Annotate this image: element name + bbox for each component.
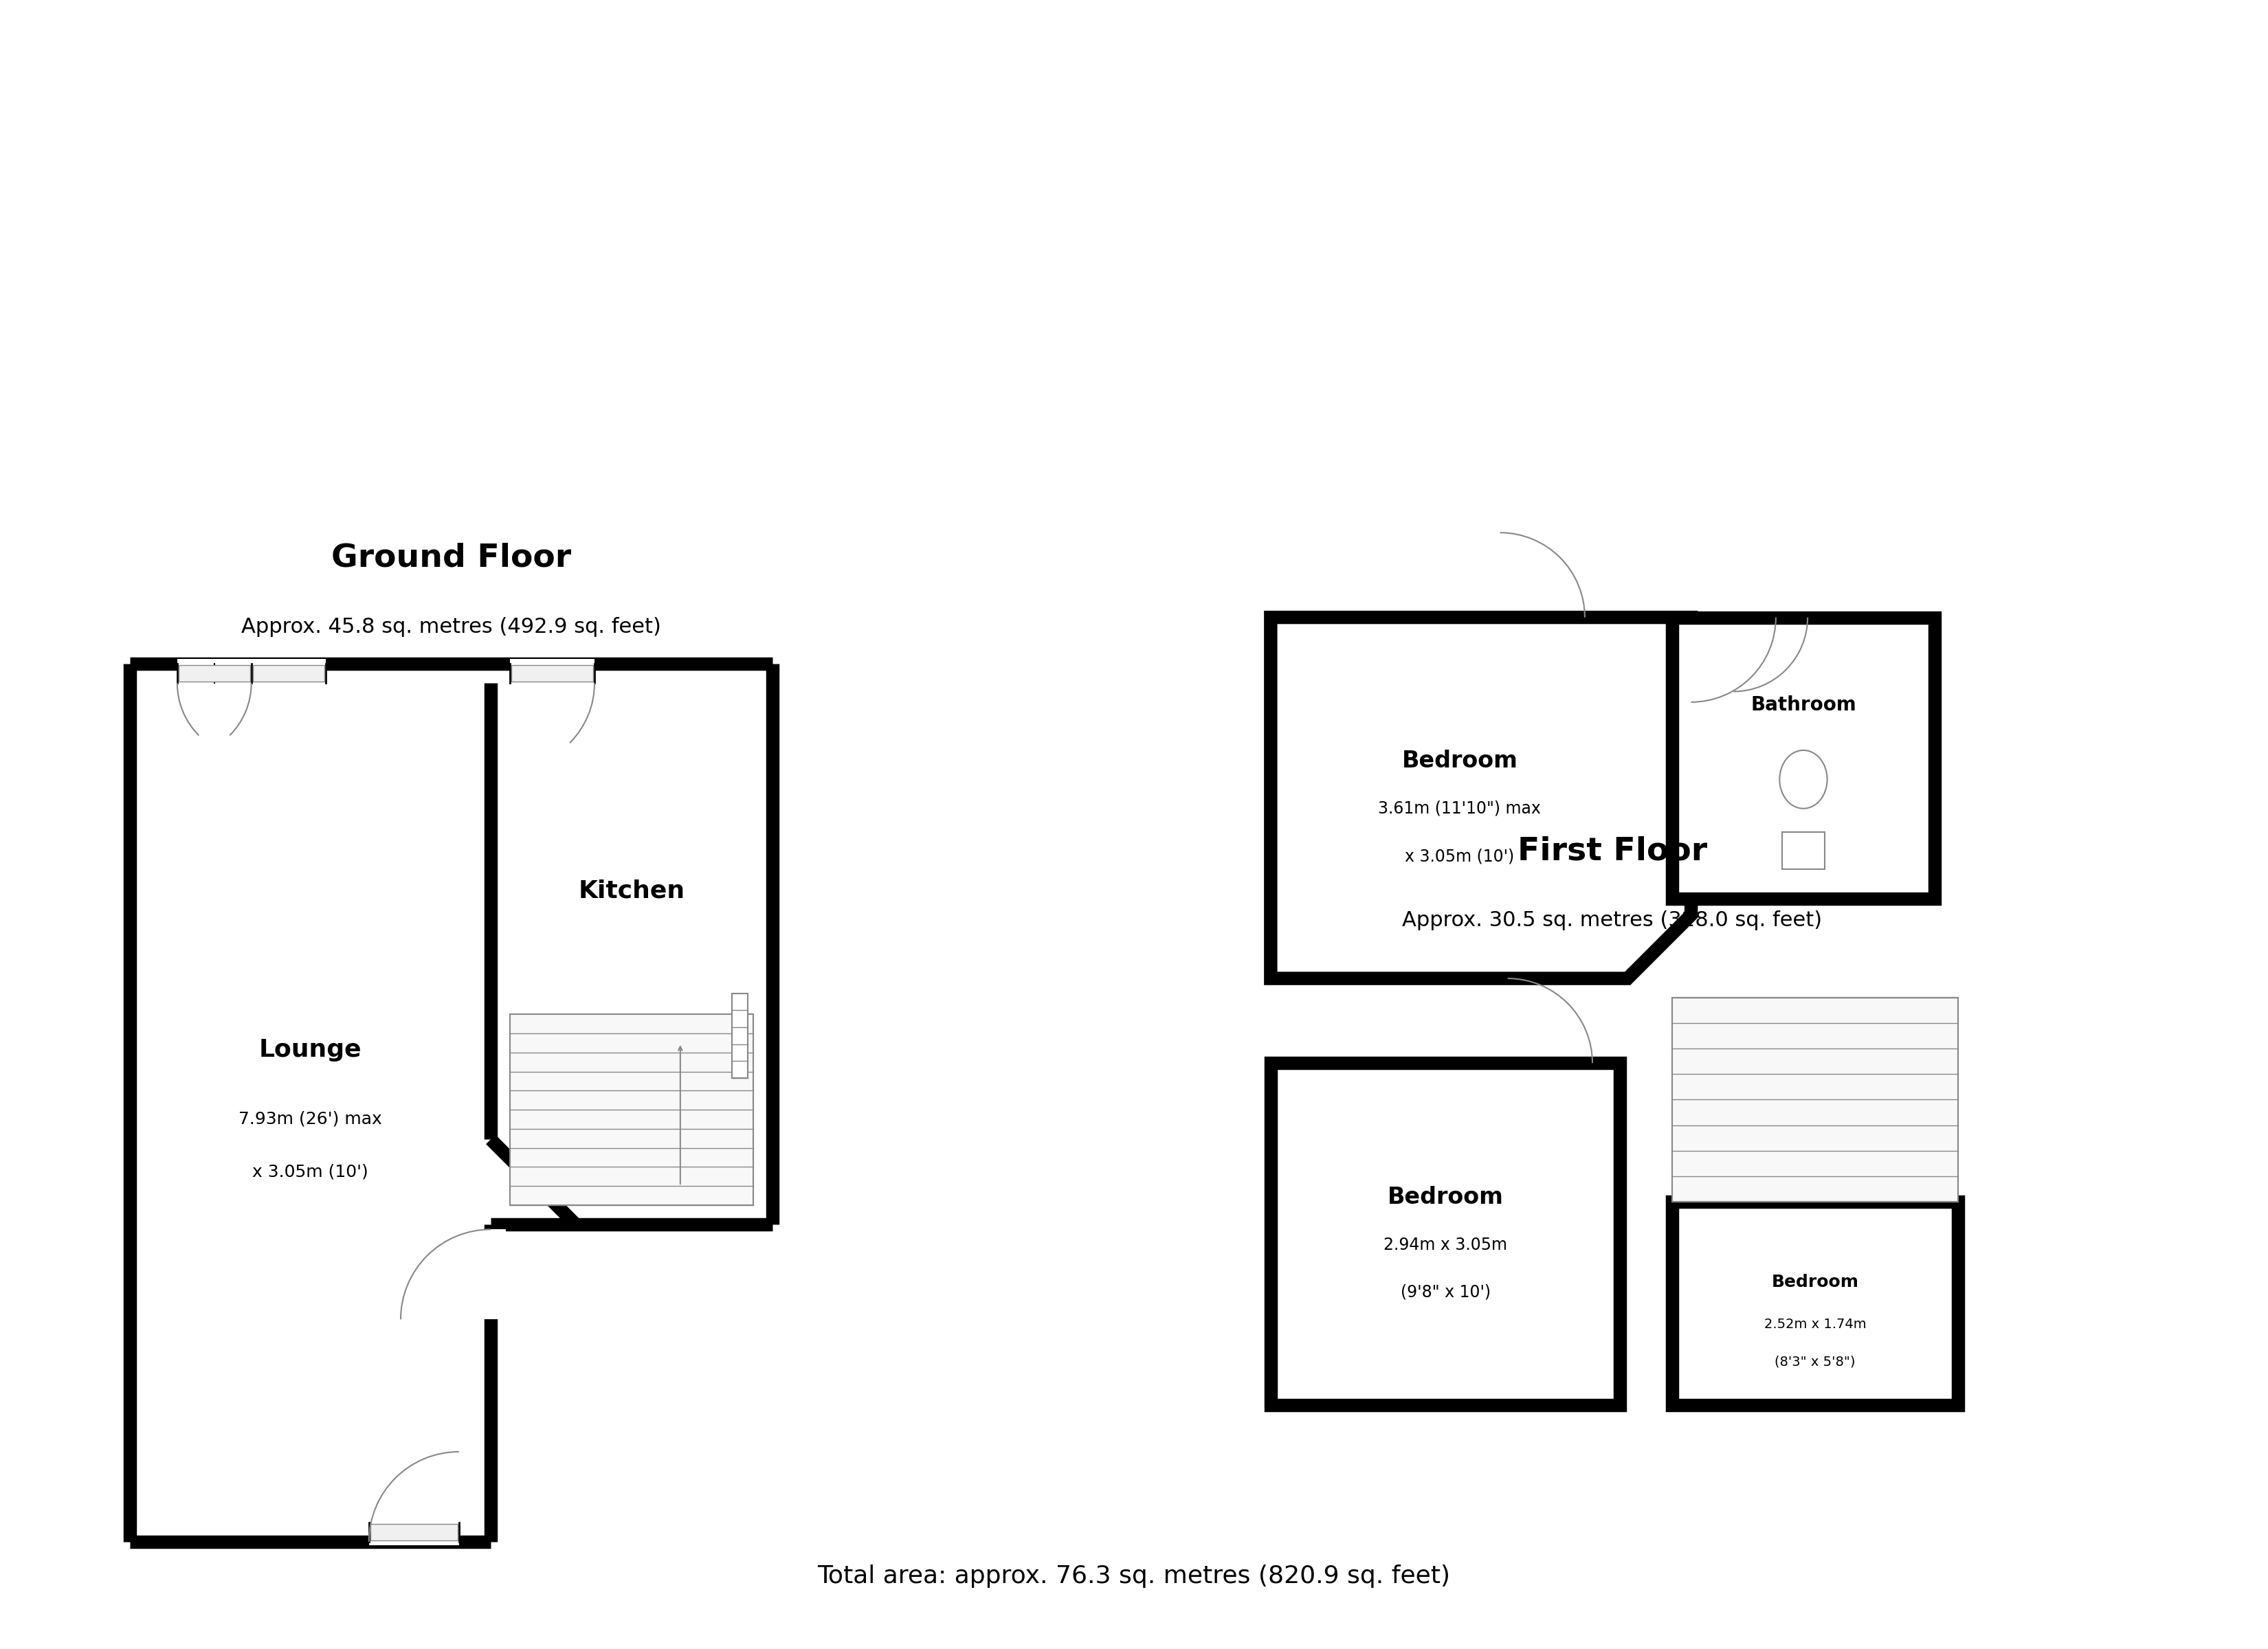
Text: 7.93m (26') max: 7.93m (26') max [238,1110,381,1126]
Text: 3.61m (11'10") max: 3.61m (11'10") max [1379,800,1542,816]
Polygon shape [1270,617,1692,978]
Text: First Floor: First Floor [1517,836,1708,867]
Text: Approx. 45.8 sq. metres (492.9 sq. feet): Approx. 45.8 sq. metres (492.9 sq. feet) [240,617,660,637]
Text: Bedroom: Bedroom [1402,750,1517,772]
Text: Ground Floor: Ground Floor [331,543,572,574]
Text: (9'8" x 10'): (9'8" x 10') [1399,1285,1490,1301]
Bar [510,665,594,681]
Bar [1270,1064,1619,1405]
Bar [177,658,327,683]
Text: 2.94m x 3.05m: 2.94m x 3.05m [1383,1237,1508,1253]
Bar [1672,617,1935,899]
Bar [370,1520,458,1545]
Text: (8'3" x 5'8"): (8'3" x 5'8") [1774,1355,1855,1369]
Bar [510,658,594,683]
Text: Kitchen: Kitchen [578,879,685,902]
Text: Lounge: Lounge [259,1039,361,1062]
Text: x 3.05m (10'): x 3.05m (10') [252,1164,367,1181]
Text: Bedroom: Bedroom [1388,1186,1504,1209]
Bar [510,1014,753,1205]
Text: Bedroom: Bedroom [1771,1275,1860,1291]
Bar [1672,998,1957,1202]
Ellipse shape [1780,750,1828,808]
Text: Approx. 30.5 sq. metres (328.0 sq. feet): Approx. 30.5 sq. metres (328.0 sq. feet) [1402,910,1821,930]
Text: x 3.05m (10'): x 3.05m (10') [1404,848,1515,864]
Bar [1672,1202,1957,1405]
Bar [733,993,748,1078]
Text: Bathroom: Bathroom [1751,696,1855,716]
Polygon shape [129,665,773,1542]
Bar [179,665,249,681]
Text: Total area: approx. 76.3 sq. metres (820.9 sq. feet): Total area: approx. 76.3 sq. metres (820… [816,1565,1452,1588]
Bar [370,1524,458,1540]
Bar [252,665,324,681]
Text: 2.52m x 1.74m: 2.52m x 1.74m [1765,1318,1867,1331]
Bar [1783,833,1823,869]
Bar [481,1230,506,1319]
